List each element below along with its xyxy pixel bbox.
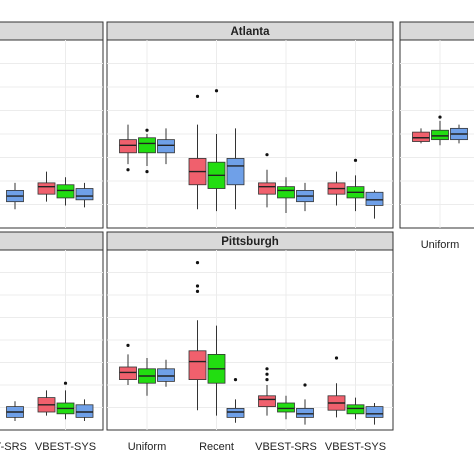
box <box>75 404 94 418</box>
panel-content <box>107 250 393 430</box>
outlier <box>214 89 219 93</box>
x-tick-label: Uniform <box>128 441 167 453</box>
outlier <box>126 168 130 172</box>
box <box>119 139 137 154</box>
x-tick-label: VBEST-SRS <box>255 441 317 453</box>
box <box>412 131 430 142</box>
box <box>157 139 175 154</box>
outlier <box>145 128 149 132</box>
box <box>226 158 245 186</box>
outlier <box>303 383 307 387</box>
box <box>119 366 137 381</box>
strip <box>399 21 474 41</box>
outlier <box>195 94 200 98</box>
outlier <box>145 170 149 174</box>
box <box>138 137 156 154</box>
box <box>226 407 245 418</box>
box <box>365 406 384 418</box>
box <box>277 402 295 413</box>
strip <box>0 231 104 251</box>
box <box>37 182 56 195</box>
panel-content <box>400 40 474 228</box>
x-tick-label: Uniform <box>421 239 460 251</box>
box <box>296 407 314 418</box>
outlier <box>438 115 442 119</box>
box <box>346 404 365 415</box>
box <box>258 182 276 195</box>
x-tick-label: Recent <box>199 441 234 453</box>
strip <box>0 21 104 41</box>
panel-content <box>107 40 393 228</box>
box <box>277 186 295 199</box>
box <box>56 184 75 199</box>
panel-content <box>0 250 103 430</box>
outlier <box>265 153 269 157</box>
x-tick-label: VBEST-SYS <box>325 441 386 453</box>
outlier <box>195 284 200 288</box>
box <box>75 188 94 201</box>
outlier <box>265 367 269 371</box>
box <box>188 350 207 380</box>
outlier <box>353 158 358 162</box>
outlier <box>126 343 130 347</box>
outlier <box>265 378 269 382</box>
box <box>157 368 175 382</box>
outlier <box>63 381 68 385</box>
x-tick-label: VBEST-SRS <box>0 441 27 453</box>
outlier <box>265 372 269 376</box>
box <box>431 129 449 141</box>
outlier <box>195 289 200 293</box>
x-tick-label: VBEST-SYS <box>35 441 96 453</box>
outlier <box>334 356 339 360</box>
box <box>258 395 276 407</box>
outlier <box>233 378 238 382</box>
box <box>365 191 384 206</box>
strip-title: Pittsburgh <box>221 236 279 248</box>
panel-content <box>0 40 103 228</box>
strip-title: Atlanta <box>231 26 271 38</box>
outlier <box>195 261 200 265</box>
